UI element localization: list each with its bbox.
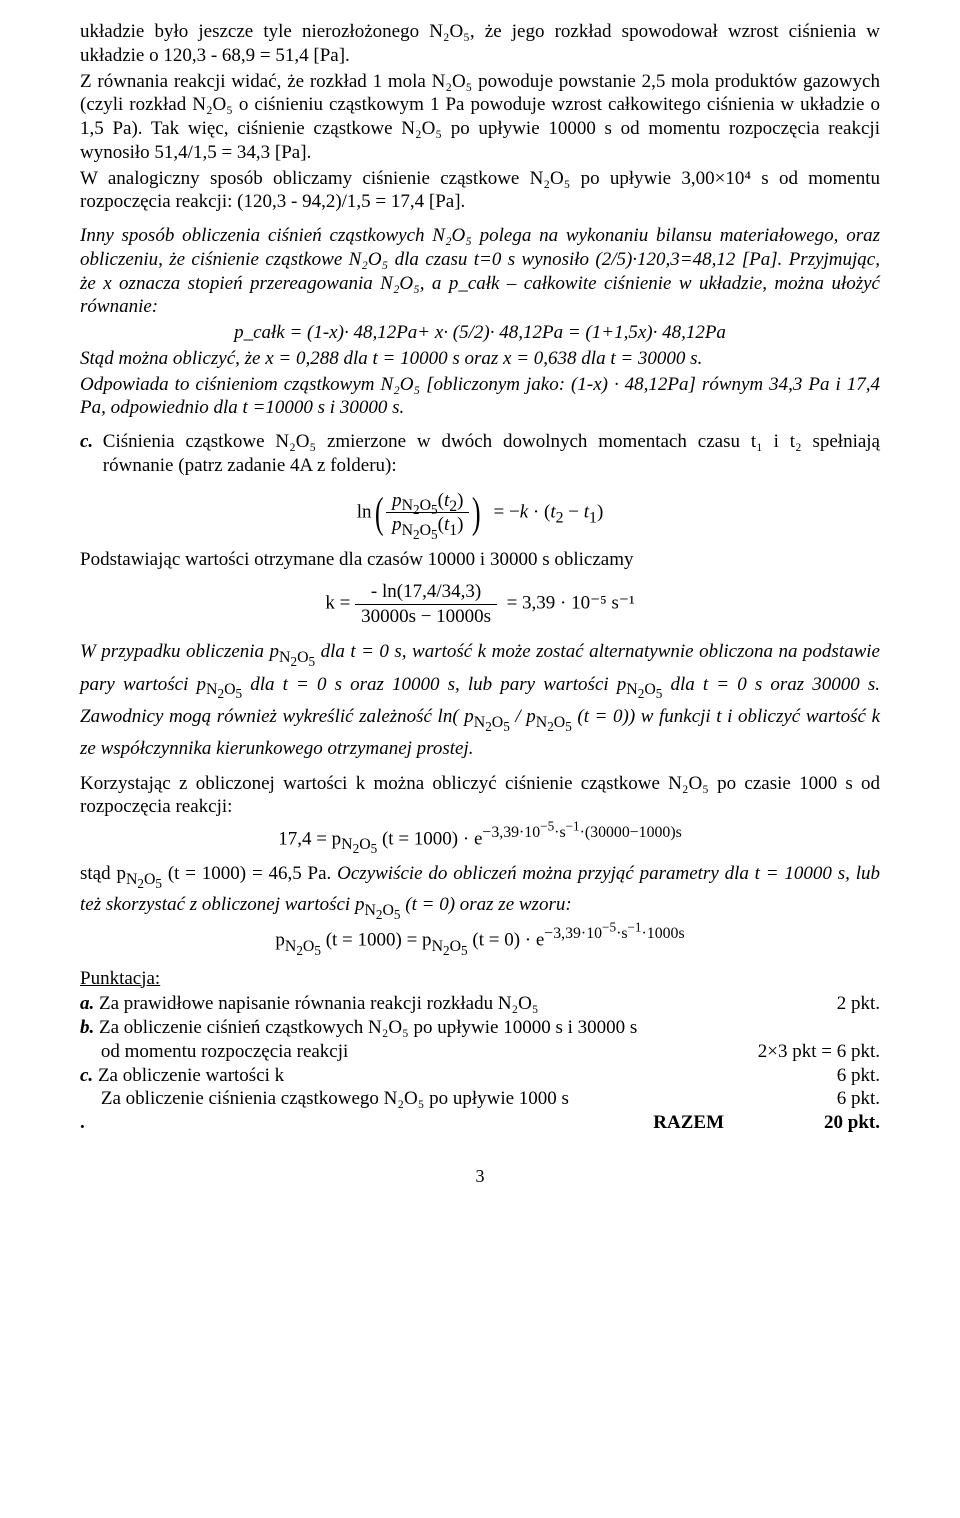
- paragraph: stąd pN2O5 (t = 1000) = 46,5 Pa. Oczywiś…: [80, 859, 880, 920]
- score-row-b: b. Za obliczenie ciśnień cząstkowych N₂O…: [80, 1016, 880, 1064]
- paragraph: Korzystając z obliczonej wartości k możn…: [80, 772, 880, 820]
- paragraph: Podstawiając wartości otrzymane dla czas…: [80, 548, 880, 572]
- score-row-total: . RAZEM20 pkt.: [80, 1111, 880, 1135]
- equation-inline: p_całk = (1-x)· 48,12Pa+ x· (5/2)· 48,12…: [80, 321, 880, 345]
- equation-block-4: pN2O5 (t = 1000) = pN2O5 (t = 0) · e−3,3…: [80, 928, 880, 952]
- score-row-a: a. Za prawidłowe napisanie równania reak…: [80, 992, 880, 1016]
- paragraph-italic: Inny sposób obliczenia ciśnień cząstkowy…: [80, 224, 880, 319]
- score-row-c1: c. Za obliczenie wartości k 6 pkt.: [80, 1064, 880, 1088]
- equation-block-1: ln( pN2O5(t2) pN2O5(t1) ) = −k · (t2 − t…: [80, 486, 880, 541]
- paragraph: W analogiczny sposób obliczamy ciśnienie…: [80, 167, 880, 215]
- equation-block-2: k = - ln(17,4/34,3) 30000s − 10000s = 3,…: [80, 580, 880, 629]
- heading-punktacja: Punktacja:: [80, 967, 880, 991]
- paragraph: Z równania reakcji widać, że rozkład 1 m…: [80, 70, 880, 165]
- paragraph: Ciśnienia cząstkowe N₂O₅ zmierzone w dwó…: [103, 430, 880, 478]
- paragraph-italic: W przypadku obliczenia pN2O5 dla t = 0 s…: [80, 636, 880, 765]
- paragraph-italic: Odpowiada to ciśnieniom cząstkowym N₂O₅ …: [80, 373, 880, 421]
- equation-block-3: 17,4 = pN2O5 (t = 1000) · e−3,39·10−5·s−…: [80, 827, 880, 851]
- paragraph-italic: Stąd można obliczyć, że x = 0,288 dla t …: [80, 347, 880, 371]
- paragraph: układzie było jeszcze tyle nierozłożoneg…: [80, 20, 880, 68]
- score-row-c2: Za obliczenie ciśnienia cząstkowego N₂O₅…: [80, 1087, 880, 1111]
- page-number: 3: [80, 1165, 880, 1188]
- list-marker-c: c.: [80, 430, 103, 478]
